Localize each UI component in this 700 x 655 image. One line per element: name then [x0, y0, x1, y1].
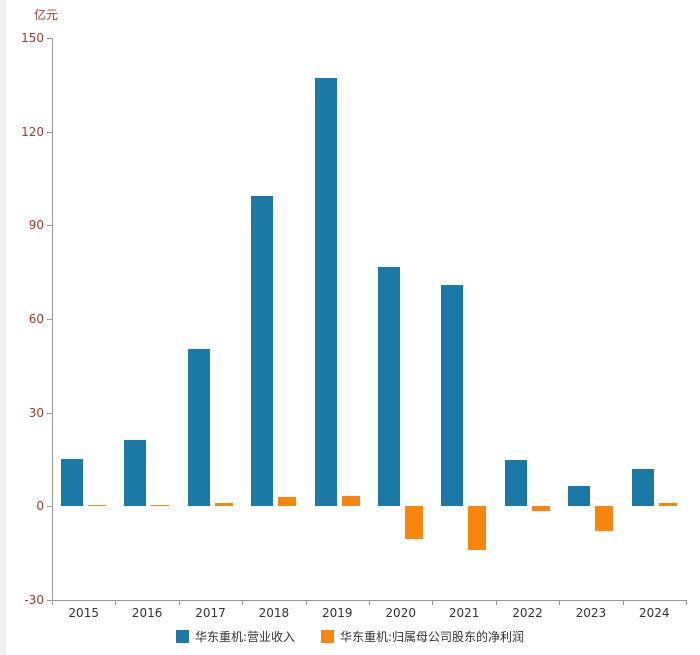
x-axis-tick-label: 2020	[385, 606, 416, 620]
y-axis-tick-label: 150	[21, 31, 44, 45]
y-axis-tick-label: 0	[36, 499, 44, 514]
bar-profit-2024	[658, 503, 677, 507]
legend-label-revenue: 华东重机:营业收入	[194, 629, 295, 644]
bar-profit-2019	[341, 495, 360, 507]
x-axis-tick-mark	[178, 600, 180, 605]
bar-profit-2021	[468, 506, 487, 551]
legend-label-profit: 华东重机:归属母公司股东的净利润	[340, 629, 525, 644]
bar-revenue-2023	[568, 485, 591, 507]
bar-profit-2017	[214, 502, 233, 507]
legend-item-profit[interactable]: 华东重机:归属母公司股东的净利润	[321, 628, 524, 645]
x-axis-tick-mark	[52, 600, 53, 605]
y-axis-tick-label: 120	[21, 124, 44, 139]
x-axis-tick-mark	[686, 600, 687, 605]
x-axis-tick-label: 2021	[448, 606, 480, 620]
bar-revenue-2020	[378, 267, 400, 507]
bar-profit-2015	[88, 505, 106, 507]
bar-revenue-2015	[61, 458, 83, 507]
y-axis-tick-label: 90	[28, 218, 44, 233]
legend-item-revenue[interactable]: 华东重机:营业收入	[175, 628, 295, 645]
y-axis-tick-mark	[47, 600, 52, 601]
bar-revenue-2024	[631, 469, 654, 507]
y-axis-tick-label: 60	[28, 312, 44, 326]
legend-swatch-profit	[321, 629, 334, 643]
x-axis-tick-label: 2015	[68, 606, 99, 620]
bar-profit-2022	[531, 506, 550, 511]
x-axis-tick-label: 2024	[639, 606, 670, 620]
bar-revenue-2022	[504, 460, 527, 507]
bar-profit-2023	[595, 506, 614, 531]
legend: 华东重机:营业收入 华东重机:归属母公司股东的净利润	[0, 625, 700, 647]
y-axis-tick-mark	[47, 412, 52, 414]
x-axis-tick-mark	[115, 600, 117, 605]
x-axis-tick-label: 2023	[575, 606, 607, 620]
y-axis-unit-label: 亿元	[34, 8, 59, 22]
x-axis-tick-label: 2017	[195, 606, 226, 620]
x-axis-tick-mark	[495, 600, 497, 605]
y-axis-tick-mark	[47, 131, 52, 133]
y-axis-tick-mark	[47, 506, 52, 508]
y-axis-tick-label: -30	[24, 593, 44, 607]
x-axis-tick-label: 2016	[131, 606, 163, 620]
x-axis-tick-mark	[559, 600, 561, 605]
bar-revenue-2021	[441, 284, 464, 507]
x-axis-tick-mark	[432, 600, 434, 605]
bar-profit-2020	[405, 506, 423, 540]
x-axis-tick-label: 2018	[258, 606, 290, 620]
x-axis-tick-mark	[242, 600, 244, 605]
bar-revenue-2019	[314, 77, 337, 507]
bar-profit-2016	[151, 505, 170, 507]
y-axis-tick-mark	[47, 319, 52, 320]
y-axis-line	[52, 38, 53, 600]
y-axis-tick-mark	[47, 38, 52, 39]
bar-revenue-2018	[251, 195, 274, 507]
bar-revenue-2017	[187, 349, 210, 507]
x-axis-tick-mark	[305, 600, 307, 605]
bar-revenue-2016	[124, 439, 147, 507]
legend-swatch-revenue	[175, 629, 189, 643]
x-axis-tick-label: 2019	[322, 606, 353, 620]
y-axis-tick-label: 30	[28, 405, 44, 420]
page-edge-strip	[0, 0, 6, 655]
y-axis-tick-mark	[47, 225, 52, 227]
x-axis-tick-label: 2022	[512, 606, 543, 620]
bar-profit-2018	[278, 497, 297, 507]
x-axis-tick-mark	[622, 600, 624, 605]
x-axis-tick-mark	[369, 600, 370, 605]
